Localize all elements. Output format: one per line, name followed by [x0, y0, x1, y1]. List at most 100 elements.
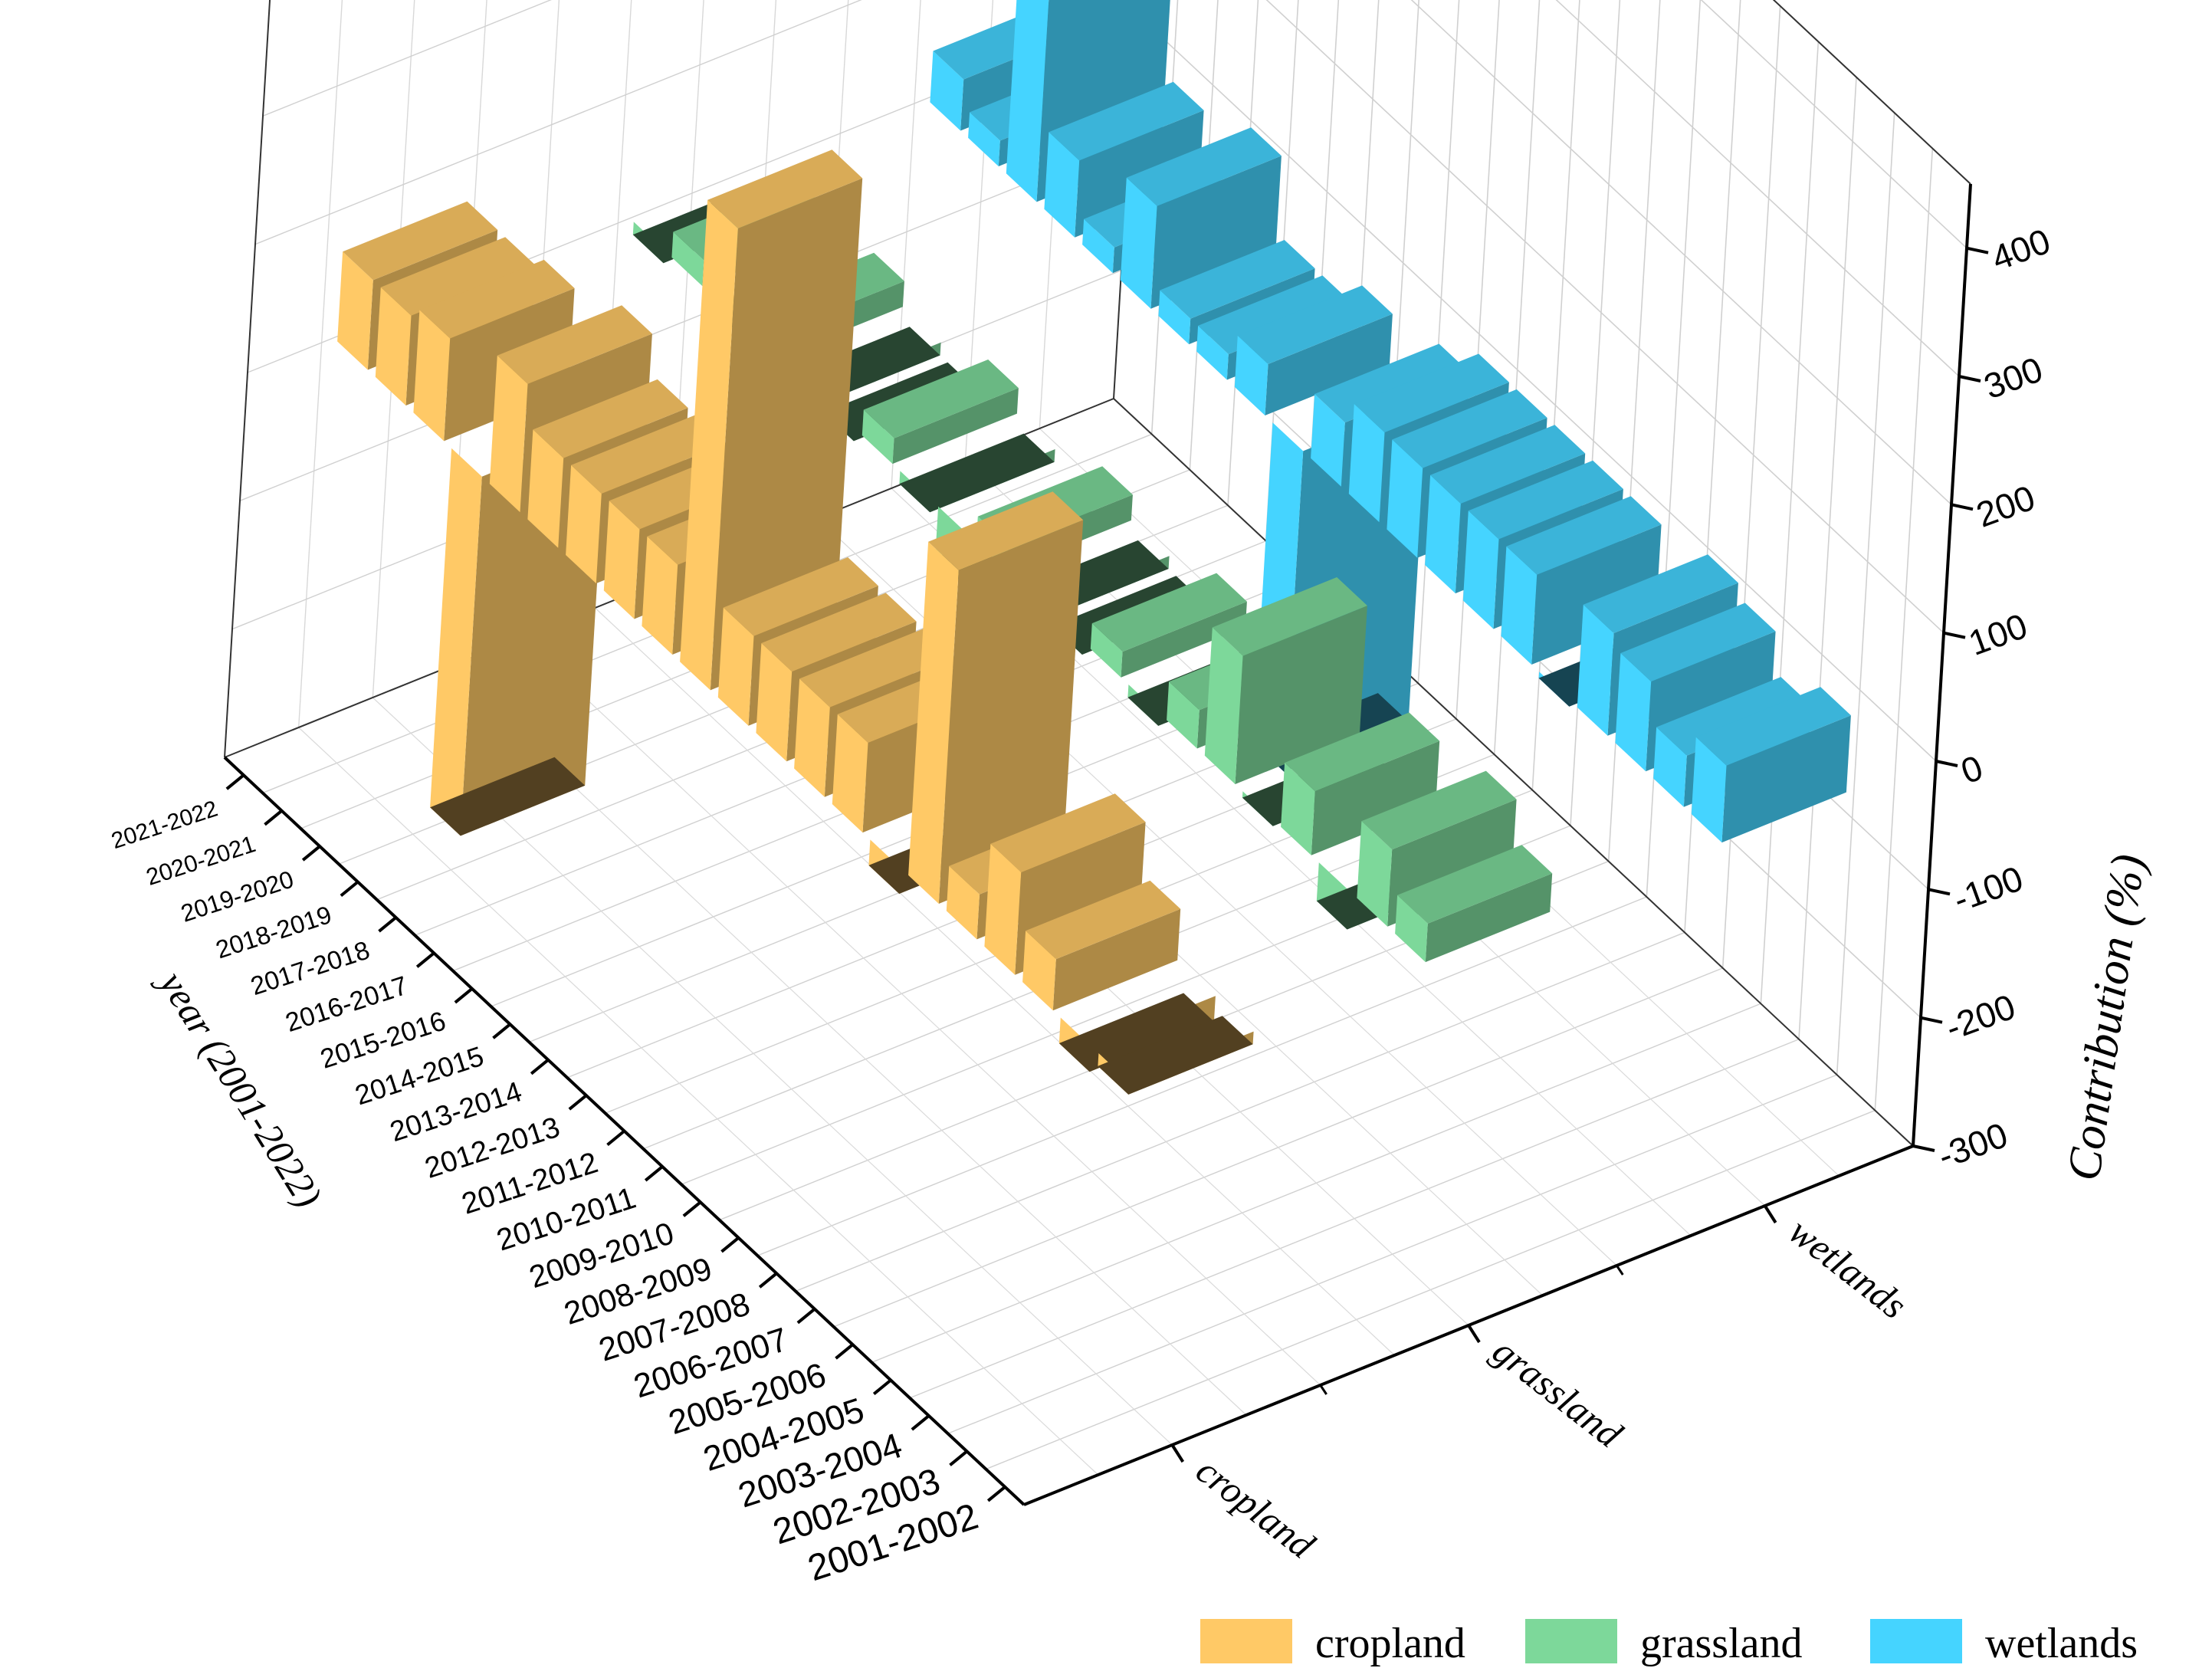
bar-face	[1506, 496, 1662, 575]
bar-face	[1196, 325, 1229, 380]
bar-face	[1049, 81, 1204, 161]
gridline	[239, 141, 1130, 501]
year-tick	[340, 880, 359, 898]
year-tick	[758, 1272, 778, 1289]
bar-face	[892, 388, 1019, 465]
bar-face	[1695, 687, 1851, 766]
bar-face	[1150, 156, 1282, 309]
year-tick	[835, 1343, 854, 1360]
bar-face	[1212, 577, 1367, 656]
bar-wetlands-2001-2002	[1691, 687, 1851, 843]
bar-face	[671, 231, 704, 286]
bar-face	[1615, 653, 1652, 772]
legend-swatch	[1870, 1619, 1962, 1663]
bar-wetlands-2006-2007	[1501, 496, 1662, 665]
bar-face	[1160, 240, 1315, 319]
bar-face	[1462, 511, 1499, 629]
z-tick-label: 100	[1964, 606, 2033, 663]
bar-grassland-2015-2016	[861, 360, 1019, 465]
bar-face	[1121, 601, 1247, 678]
legend-swatch	[1525, 1619, 1617, 1663]
gridline	[1874, 148, 1934, 1111]
year-tick	[415, 951, 435, 968]
bar-face	[1285, 712, 1440, 792]
year-tick	[301, 845, 321, 862]
bar-face	[707, 149, 863, 228]
bar-face	[1126, 127, 1282, 206]
year-tick	[492, 1023, 511, 1039]
gridline	[224, 0, 271, 758]
year-tick	[225, 773, 245, 790]
legend: cropland grassland wetlands	[1200, 1619, 2138, 1667]
bar-face	[1098, 1016, 1253, 1095]
bar-cropland-2003-2004	[1022, 880, 1181, 1011]
bar-face	[1158, 290, 1191, 345]
bar-face	[1395, 895, 1428, 963]
bar-face	[861, 409, 894, 465]
bar-face	[1006, 0, 1049, 202]
gridline	[1760, 41, 1820, 1004]
bar-face	[1044, 132, 1080, 238]
z-tick-label: -300	[1933, 1115, 2013, 1176]
bar-face	[1120, 177, 1157, 309]
legend-label: grassland	[1640, 1620, 1803, 1667]
bar-wetlands-2013-2014	[1234, 285, 1393, 415]
gridline	[262, 0, 552, 117]
z-tick	[1966, 246, 1989, 254]
bar-face	[938, 520, 1084, 904]
bar-face	[1531, 524, 1662, 665]
bar-face	[1026, 880, 1181, 960]
bar-face	[1656, 677, 1812, 756]
bar-face	[1082, 218, 1114, 274]
bar-face	[1348, 404, 1385, 523]
bar-face	[984, 843, 1022, 975]
category-tick	[1763, 1204, 1777, 1224]
gridline	[594, 607, 1395, 1356]
bar-face	[527, 429, 564, 548]
z-tick	[1935, 760, 1958, 767]
bar-face	[497, 305, 652, 384]
bar-face	[1052, 908, 1181, 1011]
year-tick	[872, 1378, 892, 1396]
bar-face	[430, 448, 482, 836]
gridline	[1700, 0, 1967, 249]
bar-face	[946, 865, 980, 940]
year-tick	[986, 1486, 1006, 1502]
gridline	[446, 667, 1247, 1416]
frame-line	[224, 0, 271, 758]
z-tick	[1958, 375, 1981, 383]
bar-face	[863, 360, 1019, 438]
z-axis-title: Contribution (%)	[2058, 851, 2155, 1184]
bar-face	[1397, 845, 1553, 924]
year-tick	[568, 1094, 588, 1111]
bar-face	[1090, 623, 1123, 678]
bar-face	[1314, 343, 1470, 423]
bar-face	[1022, 931, 1056, 1011]
bar-face	[603, 501, 640, 619]
gridline	[372, 697, 1173, 1446]
z-tick-label: 300	[1979, 349, 2048, 406]
legend-swatch	[1200, 1619, 1292, 1663]
bar-face	[533, 379, 688, 458]
bar-face	[794, 678, 830, 797]
bar-face	[413, 310, 451, 442]
legend-label: wetlands	[1985, 1620, 2138, 1667]
bar-grassland-2009-2010	[1090, 573, 1247, 678]
bar-face	[571, 415, 727, 494]
bar-face	[928, 491, 1084, 570]
bar-face	[1430, 425, 1586, 504]
bar-face	[1357, 821, 1393, 927]
year-tick	[454, 987, 474, 1004]
bar-face	[1265, 314, 1393, 415]
bar-face	[930, 51, 964, 131]
bar-face	[1361, 770, 1517, 850]
z-tick	[1920, 1016, 1943, 1024]
bar-cropland-2002-2003	[1058, 993, 1216, 1072]
z-tick-label: -200	[1941, 987, 2020, 1048]
gridline	[520, 637, 1321, 1386]
bar-face	[1691, 737, 1727, 843]
bar-face	[642, 536, 678, 655]
gridline	[1798, 77, 1857, 1039]
bar-face	[1234, 335, 1268, 415]
